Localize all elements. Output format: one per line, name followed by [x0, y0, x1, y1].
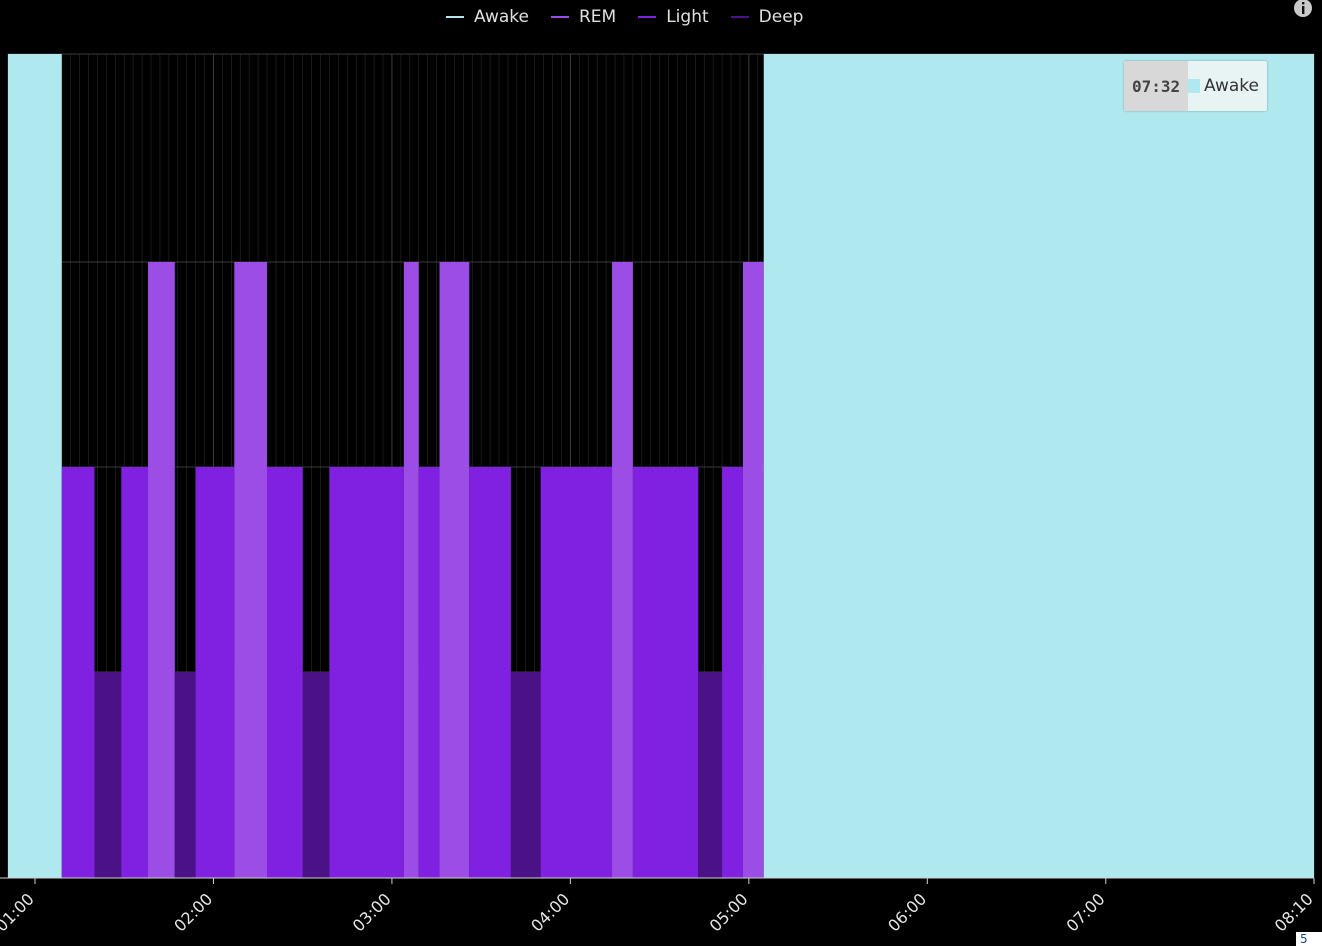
x-tick-label: 07:00 — [1063, 889, 1109, 935]
bar-rem — [148, 262, 175, 878]
bar-rem — [439, 262, 470, 878]
x-tick-label: 08:10 — [1271, 889, 1317, 935]
bar-awake — [763, 54, 1314, 878]
bar-deep — [302, 672, 330, 878]
legend-swatch-awake — [446, 16, 464, 18]
legend-item-rem[interactable]: REM — [550, 7, 617, 27]
legend-swatch-rem — [550, 16, 569, 18]
bar-light — [61, 467, 95, 878]
chart-legend: Awake REM Light Deep — [446, 4, 803, 30]
tooltip-label: Awake — [1204, 76, 1259, 96]
legend-item-awake[interactable]: Awake — [446, 7, 529, 27]
bar-light — [632, 467, 699, 878]
bar-rem — [403, 262, 419, 878]
x-tick-label: 03:00 — [349, 889, 395, 935]
bar-light — [722, 467, 743, 878]
bar-light — [418, 467, 440, 878]
bar-light — [121, 467, 149, 878]
x-tick-label: 04:00 — [527, 889, 573, 935]
bar-deep — [698, 672, 723, 878]
legend-item-deep[interactable]: Deep — [730, 7, 804, 27]
legend-label-rem: REM — [578, 7, 617, 27]
bar-deep — [94, 672, 122, 878]
bar-light — [329, 467, 404, 878]
bar-rem — [742, 262, 764, 878]
bar-rem — [612, 262, 633, 878]
x-axis: 01:00 02:00 03:00 04:00 05:00 06:00 07:00 08:10 — [0, 877, 1317, 935]
corner-fragment: 5 — [1296, 932, 1322, 946]
legend-swatch-light — [638, 16, 657, 18]
legend-label-deep: Deep — [758, 7, 804, 27]
tooltip-time: 07:32 — [1124, 61, 1189, 111]
bar-light — [540, 467, 613, 878]
bar-light — [469, 467, 511, 878]
x-tick-label: 01:00 — [0, 889, 38, 935]
bar-light — [267, 467, 303, 878]
x-tick-label: 02:00 — [170, 889, 216, 935]
legend-item-light[interactable]: Light — [638, 7, 709, 27]
bars-layer — [8, 54, 1314, 878]
legend-label-light: Light — [666, 7, 709, 27]
bar-awake — [8, 54, 62, 878]
tooltip-swatch — [1188, 79, 1201, 93]
legend-swatch-deep — [730, 16, 749, 18]
bar-deep — [174, 672, 196, 878]
info-circle-icon[interactable] — [1292, 0, 1314, 18]
bar-light — [195, 467, 235, 878]
x-tick-label: 06:00 — [884, 889, 930, 935]
hover-tooltip: 07:32 Awake — [1124, 61, 1267, 111]
x-tick-label: 05:00 — [706, 889, 752, 935]
bar-rem — [234, 262, 268, 878]
bar-deep — [510, 672, 541, 878]
legend-label-awake: Awake — [474, 7, 529, 27]
